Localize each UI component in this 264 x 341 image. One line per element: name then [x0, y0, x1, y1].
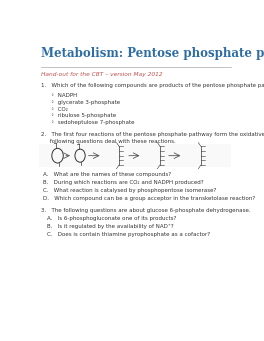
Text: ◦  CO₂: ◦ CO₂	[51, 107, 68, 112]
Text: D.   Which compound can be a group acceptor in the transketolase reaction?: D. Which compound can be a group accepto…	[43, 196, 256, 201]
FancyBboxPatch shape	[39, 144, 232, 167]
Text: C.   Does is contain thiamine pyrophosphate as a cofactor?: C. Does is contain thiamine pyrophosphat…	[47, 232, 210, 237]
Text: ◦  glycerate 3-phosphate: ◦ glycerate 3-phosphate	[51, 100, 121, 105]
Text: B.   During which reactions are CO₂ and NADPH produced?: B. During which reactions are CO₂ and NA…	[43, 180, 204, 185]
Text: following questions deal with these reactions.: following questions deal with these reac…	[41, 138, 176, 144]
Text: B.   Is it regulated by the availability of NAD⁺?: B. Is it regulated by the availability o…	[47, 224, 174, 229]
Text: C.   What reaction is catalysed by phosphopentose isomerase?: C. What reaction is catalysed by phospho…	[43, 188, 216, 193]
Text: 2.   The first four reactions of the pentose phosphate pathway form the oxidativ: 2. The first four reactions of the pento…	[41, 132, 264, 137]
Text: 1.   Which of the following compounds are products of the pentose phosphate path: 1. Which of the following compounds are …	[41, 84, 264, 88]
Text: Metabolism: Pentose phosphate pathway: Metabolism: Pentose phosphate pathway	[41, 47, 264, 60]
Text: A.   Is 6-phosphogluconate one of its products?: A. Is 6-phosphogluconate one of its prod…	[47, 216, 177, 221]
Text: ◦  ribulose 5-phosphate: ◦ ribulose 5-phosphate	[51, 114, 116, 118]
Text: A.   What are the names of these compounds?: A. What are the names of these compounds…	[43, 172, 171, 177]
Text: ◦  NADPH: ◦ NADPH	[51, 93, 78, 98]
Text: Hand-out for the CBT – version May 2012: Hand-out for the CBT – version May 2012	[41, 72, 163, 77]
Text: ◦  sedoheptulose 7-phosphate: ◦ sedoheptulose 7-phosphate	[51, 120, 135, 125]
Text: 3.   The following questions are about glucose 6-phosphate dehydrogenase.: 3. The following questions are about glu…	[41, 208, 251, 213]
